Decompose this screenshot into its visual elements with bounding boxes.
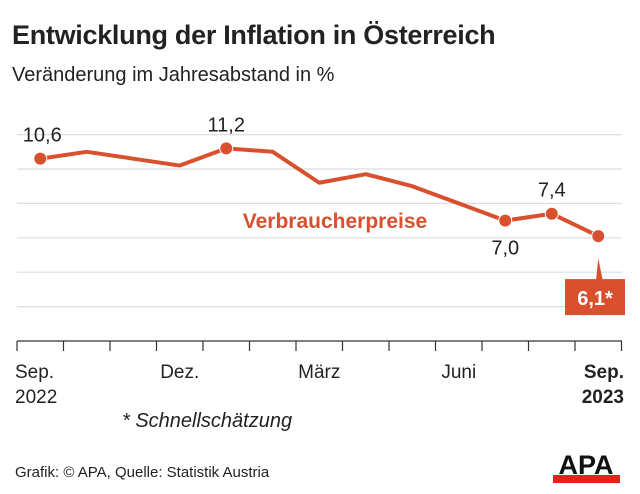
data-label: 10,6 — [23, 125, 62, 147]
data-label: 7,0 — [491, 238, 519, 260]
x-tick-label: Dez. — [160, 362, 199, 383]
chart-subtitle: Veränderung im Jahresabstand in % — [12, 64, 335, 86]
data-point — [219, 141, 234, 156]
data-label: 11,2 — [208, 114, 245, 136]
data-point — [591, 229, 606, 244]
x-tick-label: Sep. — [584, 362, 624, 383]
logo-bar — [553, 475, 620, 483]
data-point — [33, 151, 48, 166]
x-tick-label: Juni — [441, 362, 476, 383]
footnote: * Schnellschätzung — [122, 410, 293, 432]
x-tick-label: März — [298, 362, 340, 383]
apa-logo: APA — [558, 450, 613, 480]
x-tick-label: Sep. — [15, 362, 54, 383]
data-point — [498, 213, 513, 228]
x-tick-label: 2023 — [582, 387, 624, 408]
x-tick-label: 2022 — [15, 387, 57, 408]
chart-title: Entwicklung der Inflation in Österreich — [12, 20, 496, 50]
data-point — [544, 206, 559, 221]
data-label: 7,4 — [538, 180, 566, 202]
callout-box — [565, 279, 625, 316]
data-label: 6,1* — [577, 288, 613, 310]
source-credit: Grafik: © APA, Quelle: Statistik Austria — [15, 464, 270, 481]
series-label: Verbraucherpreise — [243, 210, 427, 233]
